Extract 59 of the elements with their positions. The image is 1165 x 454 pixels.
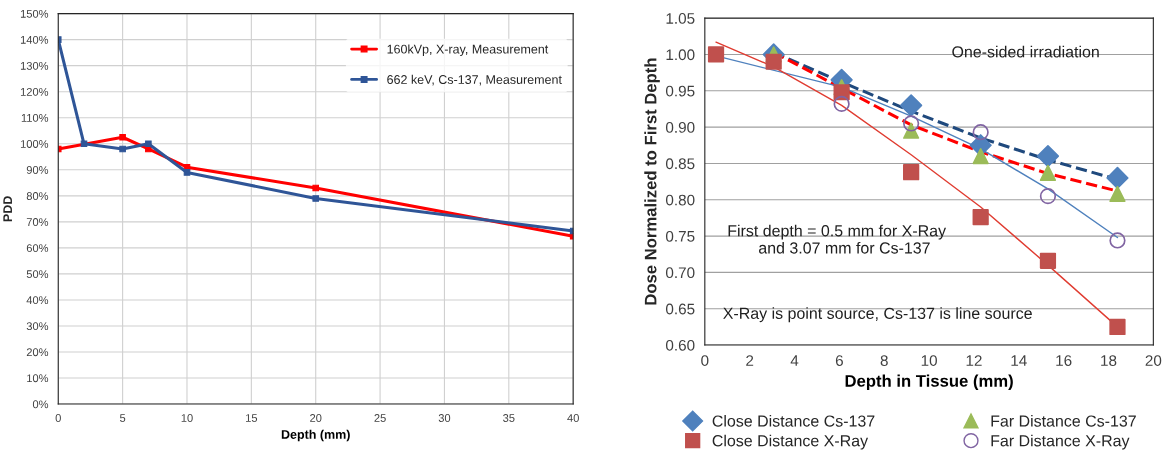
y-tick-label: 0.60 [665,339,695,351]
y-tick-label: 10% [27,374,49,383]
x-tick-label: 40 [567,414,579,422]
x-tick-label: 4 [790,355,799,366]
x-tick-label: 30 [438,414,451,422]
y-tick-label: 0.95 [665,85,695,97]
annotation: One-sided irradiation [952,45,1099,58]
x-tick-label: 0 [55,414,61,422]
x-axis-title: Depth (mm) [281,429,350,442]
x-tick-label: 18 [1101,355,1117,366]
x-tick-label: 5 [119,414,126,422]
legend-label: 662 keV, Cs-137, Measurement [387,74,562,86]
y-tick-label: 0.80 [665,194,695,206]
y-tick-label: 0% [32,400,49,409]
legend-label: Close Distance Cs-137 [712,414,875,427]
y-axis-title: Dose Normalized to First Depth [644,58,660,305]
x-tick-label: 0 [701,355,709,366]
x-tick-label: 2 [746,355,754,366]
legend-label: Far Distance Cs-137 [991,414,1136,427]
x-axis-title: Depth in Tissue (mm) [845,374,1013,391]
x-tick-label: 14 [1011,355,1027,366]
x-tick-label: 16 [1056,355,1072,366]
y-tick-label: 130% [20,61,49,70]
legend-label: Close Distance X-Ray [712,434,869,450]
x-tick-label: 10 [921,355,937,366]
y-tick-label: 80% [26,192,49,200]
y-tick-label: 150% [20,9,49,18]
x-tick-label: 10 [181,414,193,422]
y-tick-label: 70% [26,218,49,226]
y-tick-label: 0.75 [665,230,695,242]
y-tick-label: 0.70 [665,267,695,279]
x-tick-label: 12 [966,355,982,366]
y-tick-label: 60% [26,244,49,253]
x-tick-label: 6 [835,355,843,366]
y-tick-label: 20% [26,348,49,357]
x-tick-label: 15 [246,414,258,422]
y-tick-label: 0.65 [665,303,695,315]
y-tick-label: 50% [26,270,49,279]
y-axis-title: PDD [3,196,12,222]
x-tick-label: 25 [374,414,386,422]
y-tick-label: 120% [20,87,49,96]
y-tick-label: 100% [20,140,49,148]
annotation: X-Ray is point source, Cs-137 is line source [723,307,1032,323]
x-tick-label: 8 [880,355,888,366]
y-tick-label: 0.85 [665,158,695,170]
legend-label: Far Distance X-Ray [991,434,1130,450]
y-tick-label: 140% [20,35,49,44]
x-tick-label: 35 [503,414,515,422]
annotation: First depth = 0.5 mm for X-Ray and 3.07 mm for Cs-137 [728,224,947,254]
y-tick-label: 110% [21,114,49,122]
y-tick-label: 40% [26,296,49,305]
y-tick-label: 30% [26,322,49,331]
y-tick-label: 1.05 [666,13,695,24]
y-tick-label: 90% [26,166,49,174]
y-tick-label: 1.00 [666,49,695,61]
x-tick-label: 20 [1145,355,1162,366]
y-tick-label: 0.90 [665,121,695,133]
legend-label: 160kVp, X-ray, Measurement [387,44,549,57]
x-tick-label: 20 [310,414,322,422]
